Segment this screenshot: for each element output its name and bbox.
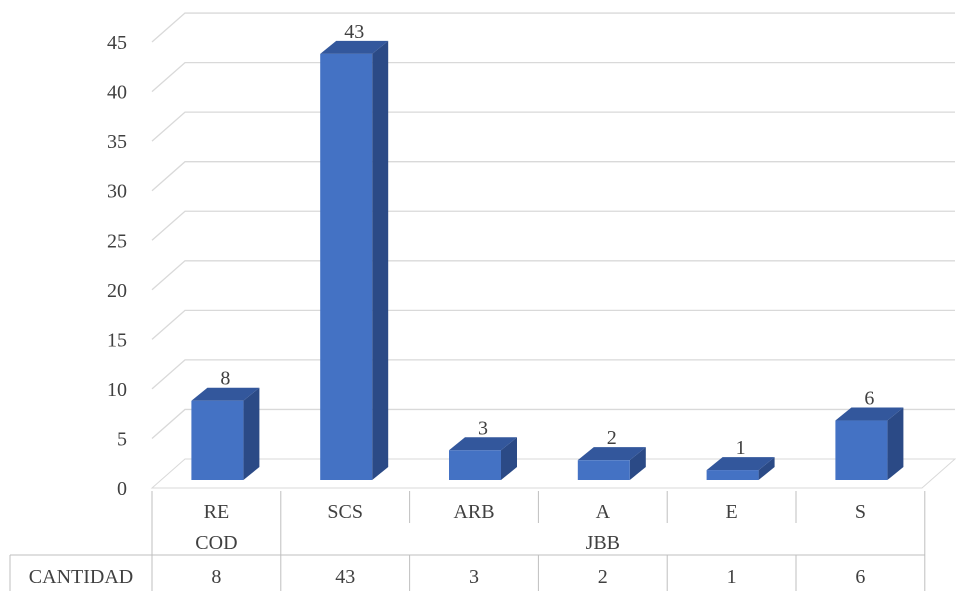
y-tick-label: 0 — [117, 478, 127, 500]
bar-side — [629, 447, 646, 480]
bar-front — [835, 420, 888, 480]
bars — [191, 40, 904, 481]
y-tick-label: 25 — [107, 230, 127, 252]
gridline — [151, 111, 955, 142]
bar-front — [577, 460, 630, 480]
data-table: RE SCS ARB A E S COD JBB CANTIDAD 8 43 3 2 1 6 — [9, 491, 926, 591]
data-label: 3 — [478, 417, 488, 439]
table-cell: 8 — [211, 566, 221, 588]
gridline — [151, 12, 955, 43]
bar — [706, 457, 775, 480]
data-label: 43 — [344, 21, 364, 43]
table-cell: 3 — [469, 566, 479, 588]
bar — [320, 40, 389, 481]
category-label: A — [596, 501, 611, 523]
y-tick-label: 45 — [107, 32, 127, 54]
bar-top — [449, 437, 517, 451]
table-cell: 1 — [727, 566, 737, 588]
gridline — [151, 309, 955, 340]
bar-side — [243, 387, 260, 480]
y-tick-label: 5 — [117, 428, 127, 450]
y-axis-tick-labels: 0 5 10 15 20 25 30 35 40 45 — [107, 32, 127, 500]
category-label: RE — [204, 501, 230, 523]
bar — [577, 447, 646, 480]
gridline — [151, 260, 955, 291]
table-cell: 2 — [598, 566, 608, 588]
bar-side — [758, 457, 775, 480]
category-label: S — [855, 501, 866, 523]
bar — [835, 407, 904, 480]
gridline — [151, 161, 955, 192]
y-tick-label: 35 — [107, 131, 127, 153]
data-label: 2 — [607, 427, 617, 449]
bar-top — [706, 457, 775, 471]
data-label: 1 — [736, 437, 746, 459]
y-tick-label: 40 — [107, 82, 127, 104]
bar — [449, 437, 517, 480]
data-labels: 8 43 3 2 1 6 — [220, 21, 874, 459]
gridlines — [150, 12, 956, 489]
bar-side — [887, 407, 904, 480]
gridline — [151, 210, 955, 241]
bar-top — [577, 447, 646, 461]
bar-side — [372, 40, 389, 481]
bar-front — [706, 470, 759, 480]
y-tick-label: 10 — [107, 379, 127, 401]
category-label: SCS — [327, 501, 363, 523]
bar-top — [191, 387, 260, 401]
group-label: JBB — [586, 532, 620, 554]
table-row-label: CANTIDAD — [29, 566, 133, 588]
floor — [150, 458, 956, 489]
table-cell: 6 — [855, 566, 865, 588]
bar-top — [320, 40, 389, 54]
gridline — [151, 61, 955, 93]
bar-front — [449, 450, 501, 480]
group-label: COD — [195, 532, 237, 554]
bar-front — [191, 400, 244, 480]
bar-top — [835, 407, 904, 421]
data-label: 6 — [864, 388, 874, 410]
y-tick-label: 15 — [107, 329, 127, 351]
bar — [191, 387, 260, 480]
gridline — [151, 359, 955, 390]
bar-front — [320, 53, 373, 481]
gridline — [151, 408, 955, 439]
data-label: 8 — [220, 368, 230, 390]
y-tick-label: 20 — [107, 280, 127, 302]
category-label: ARB — [453, 501, 494, 523]
bar-side — [501, 437, 517, 480]
table-cell: 43 — [335, 566, 355, 588]
category-label: E — [725, 501, 737, 523]
y-tick-label: 30 — [107, 181, 127, 203]
